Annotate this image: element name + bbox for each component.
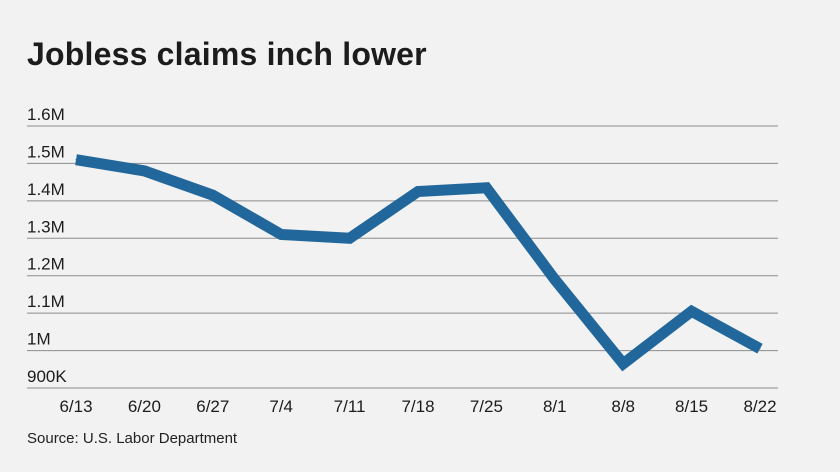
data-point bbox=[349, 237, 351, 239]
x-tick-label: 6/13 bbox=[59, 397, 92, 416]
x-tick-label: 6/27 bbox=[196, 397, 229, 416]
y-tick-label: 1M bbox=[27, 330, 51, 349]
x-tick-label: 7/18 bbox=[401, 397, 434, 416]
data-point bbox=[759, 348, 761, 350]
data-point bbox=[417, 191, 419, 192]
data-point bbox=[75, 159, 77, 161]
data-point bbox=[212, 194, 214, 196]
data-point bbox=[143, 170, 145, 172]
x-tick-label: 8/22 bbox=[743, 397, 776, 416]
source-note: Source: U.S. Labor Department bbox=[27, 430, 238, 447]
y-tick-label: 1.5M bbox=[27, 142, 65, 161]
y-tick-label: 1.4M bbox=[27, 180, 65, 199]
data-point bbox=[691, 310, 693, 312]
x-axis-labels: 6/13 6/20 6/27 7/4 7/11 7/18 7/25 8/1 8/8 8/15 8/2… bbox=[59, 397, 776, 416]
x-tick-label: 7/4 bbox=[269, 397, 293, 416]
y-tick-label: 1.3M bbox=[27, 217, 65, 236]
data-point bbox=[485, 187, 487, 189]
y-tick-label: 1.6M bbox=[27, 105, 65, 124]
series-layer bbox=[75, 154, 763, 372]
data-point bbox=[554, 278, 556, 280]
data-point bbox=[622, 363, 624, 365]
series-line bbox=[75, 154, 763, 372]
x-tick-label: 8/8 bbox=[611, 397, 635, 416]
chart-title: Jobless claims inch lower bbox=[27, 36, 427, 72]
y-tick-label: 1.1M bbox=[27, 292, 65, 311]
x-tick-label: 7/11 bbox=[334, 397, 366, 416]
x-tick-label: 8/15 bbox=[675, 397, 708, 416]
y-tick-label: 1.2M bbox=[27, 255, 65, 274]
x-tick-label: 6/20 bbox=[128, 397, 161, 416]
y-tick-label: 900K bbox=[27, 367, 67, 386]
y-axis-labels: 900K 1M 1.1M 1.2M 1.3M 1.4M 1.5M 1.6M bbox=[27, 105, 67, 386]
x-tick-label: 8/1 bbox=[543, 397, 567, 416]
x-tick-label: 7/25 bbox=[470, 397, 503, 416]
data-point bbox=[280, 234, 282, 236]
